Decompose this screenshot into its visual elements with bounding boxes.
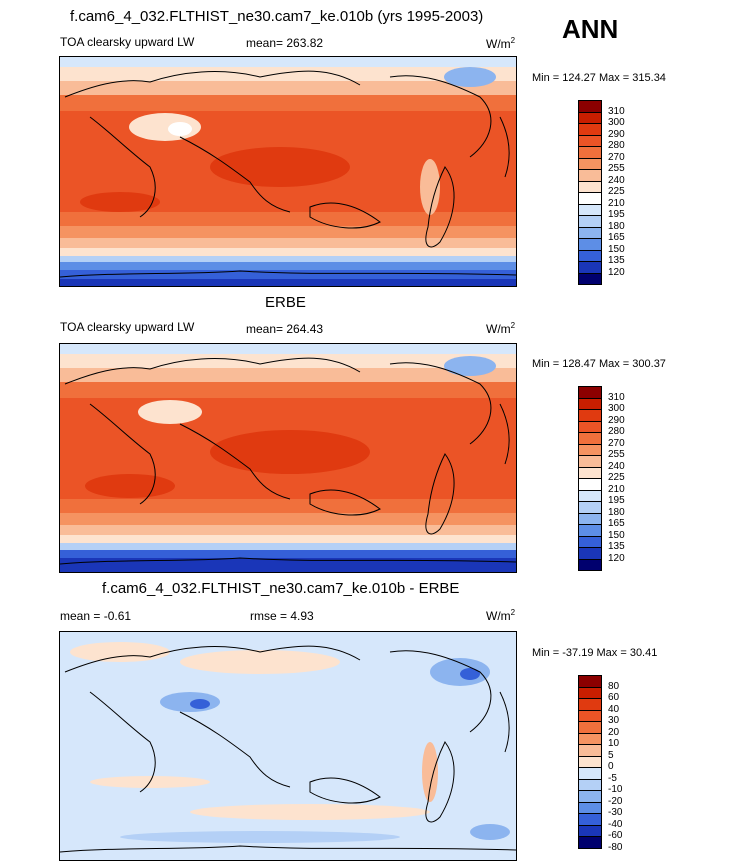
colorbar-tick-label: 0 <box>608 761 614 772</box>
colorbar-tick-label: 240 <box>608 174 625 186</box>
colorbar-tick-label: -60 <box>608 830 623 841</box>
colorbar-tick-label: 150 <box>608 529 625 541</box>
colorbar-tick-label: -5 <box>608 772 617 784</box>
panel-1-title: f.cam6_4_032.FLTHIST_ne30.cam7_ke.010b (… <box>70 8 484 25</box>
panel-3-rmse: rmse = 4.93 <box>250 609 314 623</box>
colorbar-tick-label: 40 <box>608 703 620 715</box>
panel-3-title: f.cam6_4_032.FLTHIST_ne30.cam7_ke.010b -… <box>102 580 460 597</box>
panel-2-title: ERBE <box>265 294 306 311</box>
colorbar-tick-label: 210 <box>608 483 625 495</box>
panel-3-mean: mean = -0.61 <box>60 609 132 623</box>
colorbar-tick-label: 310 <box>608 105 625 117</box>
colorbar-tick-label: -10 <box>608 784 623 795</box>
panel-2-colorbar: 310 300 290 280 270 255 240 225 210 195 180 165 150 1… <box>578 386 638 571</box>
coastlines <box>60 70 516 278</box>
colorbar-tick-label: 240 <box>608 460 625 472</box>
panel-3-colorbar: 80 60 40 30 20 10 5 0 -5 -10 -20 -30 -40 -60 -80 <box>578 675 638 857</box>
panel-1-mean: mean= 263.82 <box>246 36 324 50</box>
colorbar-tick-label: 300 <box>608 117 625 128</box>
colorbar-tick-label: 150 <box>608 243 625 255</box>
colorbar-tick-label: 195 <box>608 209 625 220</box>
panel-2-variable: TOA clearsky upward LW <box>60 320 195 334</box>
panel-3-units: W/m2 <box>486 608 516 623</box>
colorbar-tick-label: 280 <box>608 426 625 437</box>
colorbar-tick-label: -80 <box>608 841 623 853</box>
panel-1-minmax: Min = 124.27 Max = 315.34 <box>532 72 666 84</box>
panel-1-map-svg <box>60 57 516 286</box>
colorbar-tick-label: 180 <box>608 220 625 232</box>
colorbar-tick-label: 280 <box>608 140 625 151</box>
colorbar-tick-label: 30 <box>608 715 620 726</box>
panel-2-mean: mean= 264.43 <box>246 322 324 336</box>
colorbar-tick-label: 120 <box>608 266 625 278</box>
panel-3-map-svg <box>60 632 516 860</box>
panel-1-variable: TOA clearsky upward LW <box>60 35 195 49</box>
colorbar-tick-label: 165 <box>608 232 625 243</box>
panel-1-units: W/m2 <box>486 36 516 51</box>
colorbar-swatch <box>578 558 602 571</box>
colorbar-tick-label: -40 <box>608 818 623 830</box>
coastlines <box>60 357 516 565</box>
colorbar-tick-label: 225 <box>608 186 625 197</box>
colorbar-tick-label: 300 <box>608 403 625 414</box>
colorbar-tick-label: 180 <box>608 506 625 518</box>
colorbar-tick-label: -30 <box>608 807 623 818</box>
panel-2-minmax: Min = 128.47 Max = 300.37 <box>532 358 666 370</box>
colorbar-tick-label: 255 <box>608 449 625 460</box>
colorbar-tick-label: -20 <box>608 795 623 807</box>
colorbar-tick-label: 225 <box>608 472 625 483</box>
coastlines <box>60 645 516 853</box>
colorbar-tick-label: 135 <box>608 255 625 266</box>
colorbar-tick-label: 20 <box>608 726 620 738</box>
colorbar-tick-label: 195 <box>608 495 625 506</box>
colorbar-tick-label: 290 <box>608 128 625 140</box>
colorbar-swatch <box>578 272 602 285</box>
colorbar-tick-label: 5 <box>608 749 614 761</box>
colorbar-tick-label: 60 <box>608 692 620 703</box>
panel-1-colorbar: 310 300 290 280 270 255 240 225 210 195 180 165 150 1… <box>578 100 638 285</box>
panel-2-units: W/m2 <box>486 321 516 336</box>
colorbar-tick-label: 270 <box>608 151 625 163</box>
panel-3-minmax: Min = -37.19 Max = 30.41 <box>532 647 658 659</box>
colorbar-tick-label: 80 <box>608 680 620 692</box>
colorbar-tick-label: 255 <box>608 163 625 174</box>
colorbar-tick-label: 310 <box>608 391 625 403</box>
colorbar-tick-label: 210 <box>608 197 625 209</box>
panel-3-map <box>59 631 517 861</box>
colorbar-tick-label: 270 <box>608 437 625 449</box>
colorbar-tick-label: 165 <box>608 518 625 529</box>
colorbar-swatch <box>578 836 602 849</box>
panel-2-map-svg <box>60 344 516 572</box>
panel-2-map <box>59 343 517 573</box>
colorbar-tick-label: 10 <box>608 738 620 749</box>
season-label: ANN <box>562 14 619 44</box>
panel-1-map <box>59 56 517 287</box>
colorbar-tick-label: 290 <box>608 414 625 426</box>
colorbar-tick-label: 135 <box>608 541 625 552</box>
colorbar-tick-label: 120 <box>608 552 625 564</box>
